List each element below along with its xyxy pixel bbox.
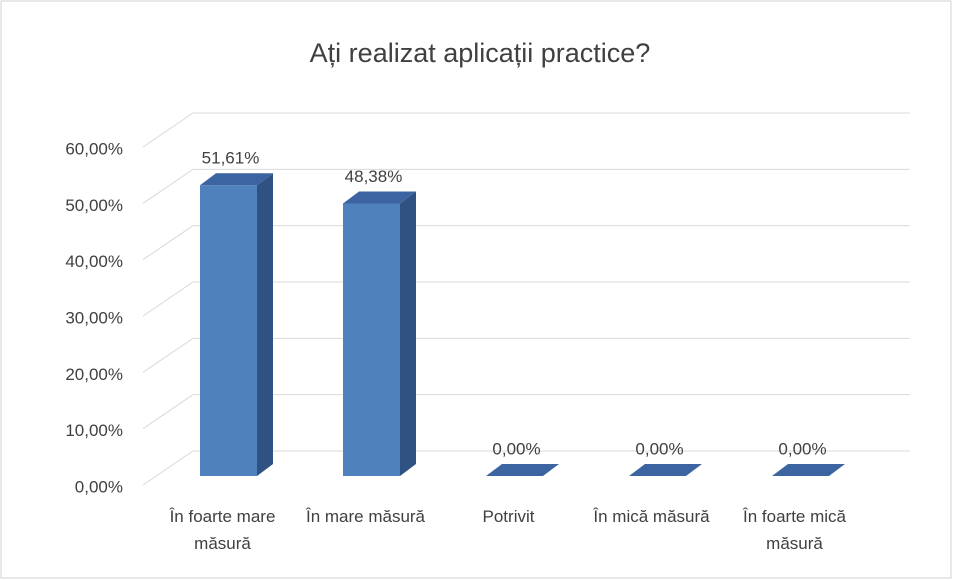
y-tick-label: 60,00%	[65, 139, 123, 158]
bar	[200, 185, 257, 476]
grid-line	[142, 450, 910, 486]
bar-side	[257, 173, 273, 476]
bar-top	[200, 173, 273, 186]
data-label: 51,61%	[202, 149, 260, 168]
bar-top	[486, 464, 559, 476]
x-tick-label: În foarte mare măsură	[169, 507, 276, 553]
y-tick-label: 10,00%	[65, 421, 123, 440]
bar-top	[772, 464, 845, 476]
grid-line	[142, 281, 910, 317]
y-tick-label: 40,00%	[65, 252, 123, 271]
grid-line	[142, 225, 910, 261]
data-label: 48,38%	[345, 167, 403, 186]
chart-title: Ați realizat aplicații practice?	[310, 38, 651, 68]
data-label: 0,00%	[778, 439, 826, 458]
y-tick-label: 30,00%	[65, 308, 123, 327]
data-label: 0,00%	[492, 439, 540, 458]
grid-line	[142, 394, 910, 430]
x-tick-label: Potrivit	[482, 507, 535, 526]
bar-side	[400, 191, 416, 476]
x-tick-label: În mică măsură	[593, 507, 710, 526]
grid-line	[142, 337, 910, 373]
y-tick-label: 50,00%	[65, 196, 123, 215]
bar-top	[629, 464, 702, 476]
grid-line	[142, 112, 910, 148]
y-tick-label: 0,00%	[75, 477, 123, 496]
data-label: 0,00%	[635, 439, 683, 458]
x-tick-label: În mare măsură	[305, 507, 426, 526]
y-tick-label: 20,00%	[65, 365, 123, 384]
grid-line	[142, 168, 910, 204]
x-tick-label: În foarte mică măsură	[743, 507, 846, 553]
bar-top	[343, 191, 416, 204]
bar	[343, 203, 400, 476]
